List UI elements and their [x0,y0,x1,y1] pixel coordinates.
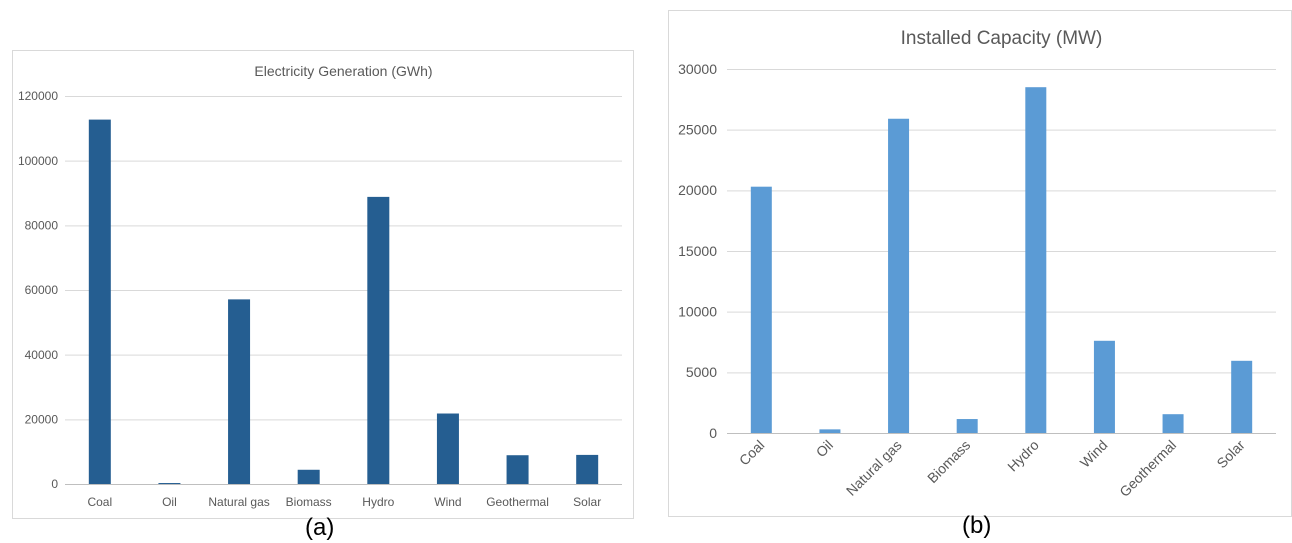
chart-b: Installed Capacity (MW) 0 5000 10000 15000 20… [668,10,1292,517]
bar [750,186,772,433]
x-category-label: Wind [434,495,461,509]
bar [1093,340,1115,433]
y-tick-label: 20000 [25,413,59,427]
y-tick-label: 15000 [678,243,717,259]
bar [956,419,978,433]
bar [1025,87,1047,433]
x-category-label: Geothermal [486,495,549,509]
y-tick-label: 60000 [25,283,59,297]
y-tick-label: 0 [709,425,717,441]
y-tick-label: 40000 [25,348,59,362]
bar [436,413,459,484]
y-tick-label: 80000 [25,219,59,233]
bar [88,119,111,484]
bar [158,483,181,485]
bar [1162,414,1184,433]
y-tick-label: 20000 [678,182,717,198]
bar [228,299,251,484]
x-category-label: Hydro [362,495,394,509]
bar [1231,360,1253,433]
chart-frame [12,50,634,519]
y-tick-label: 30000 [678,61,717,77]
chart-b-caption: (b) [962,512,992,539]
x-category-label: Coal [87,495,112,509]
y-tick-label: 25000 [678,122,717,138]
bar [576,454,599,484]
x-category-label: Oil [162,495,177,509]
bar [297,469,320,484]
x-category-label: Natural gas [208,495,269,509]
chart-title: Electricity Generation (GWh) [254,63,432,79]
chart-frame [668,10,1292,517]
x-category-label: Solar [573,495,601,509]
y-tick-label: 100000 [18,154,58,168]
bar [819,429,841,433]
x-category-label: Biomass [286,495,332,509]
y-tick-label: 5000 [686,364,717,380]
chart-a: Electricity Generation (GWh) 0 20000 40000 6… [12,50,634,519]
bar [367,196,390,484]
chart-title: Installed Capacity (MW) [901,28,1103,49]
y-tick-label: 0 [51,477,58,491]
chart-a-caption: (a) [305,514,335,541]
bar [888,118,910,433]
y-tick-label: 10000 [678,304,717,320]
bar [506,455,529,484]
y-tick-label: 120000 [18,89,58,103]
